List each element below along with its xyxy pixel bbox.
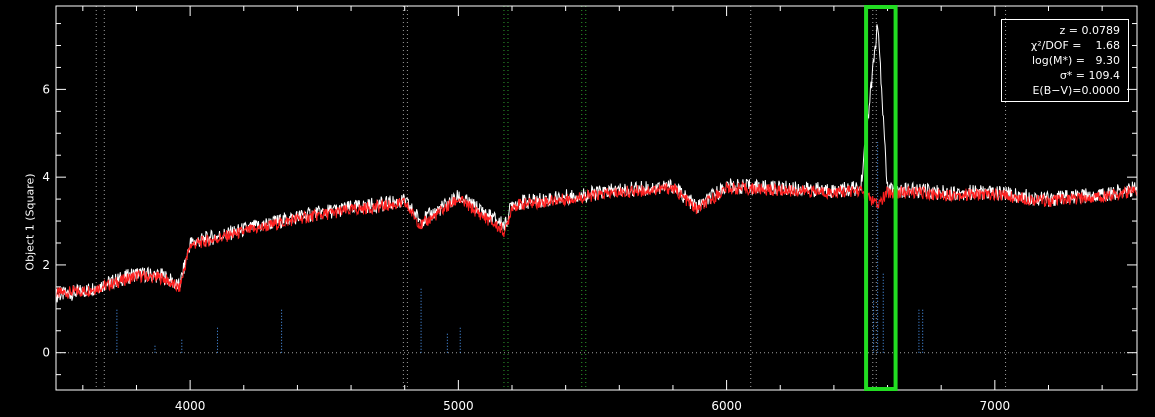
x-tick-label: 4000	[175, 399, 206, 413]
axes: 4000 5000 6000 7000 0 2 4 6	[42, 5, 1138, 413]
fit-info-box: z = 0.0789 χ²/DOF = 1.68 log(M*) = 9.30 …	[1001, 19, 1129, 102]
info-z: z = 0.0789	[1059, 24, 1121, 37]
y-tick-label: 2	[42, 258, 50, 272]
plot-frame	[55, 5, 1138, 391]
vertical-markers	[95, 6, 1007, 390]
x-tick-label: 7000	[980, 399, 1011, 413]
y-tick-label: 4	[42, 170, 50, 184]
info-chi2: χ²/DOF = 1.68	[1030, 39, 1120, 52]
x-tick-label: 6000	[711, 399, 742, 413]
highlight-box-group	[864, 5, 898, 391]
info-ebv: E(B−V)=0.0000	[1032, 84, 1120, 97]
x-tick-label: 5000	[443, 399, 474, 413]
y-tick-label: 0	[42, 346, 50, 360]
y-axis-label: Object 1 (Square)	[23, 173, 37, 271]
info-sigma: σ* = 109.4	[1059, 69, 1120, 82]
y-tick-label: 6	[42, 82, 50, 96]
info-logm: log(M*) = 9.30	[1031, 54, 1120, 67]
highlight-box	[864, 5, 898, 391]
observed-flux-line	[55, 24, 1137, 304]
model-fit-line	[55, 180, 1137, 299]
series-group	[55, 24, 1137, 353]
